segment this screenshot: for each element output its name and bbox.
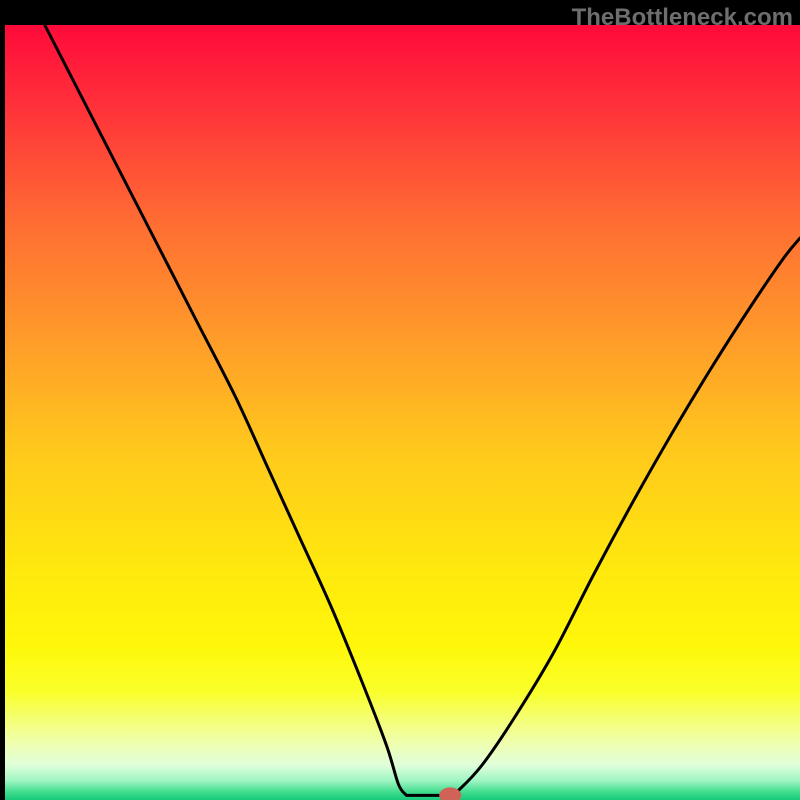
plot-svg (5, 25, 800, 800)
gradient-background (5, 25, 800, 800)
plot-area (5, 25, 800, 800)
chart-container: TheBottleneck.com (0, 0, 800, 800)
watermark-label: TheBottleneck.com (572, 4, 793, 32)
